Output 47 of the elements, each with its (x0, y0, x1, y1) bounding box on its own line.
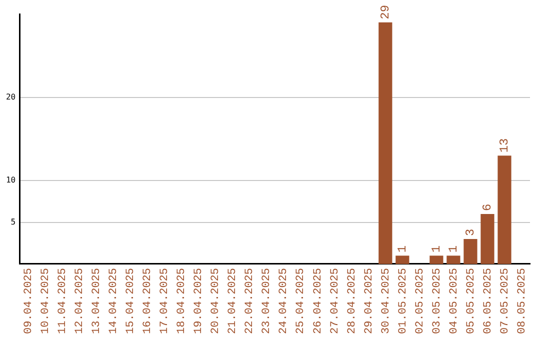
x-tick-label: 05.05.2025 (465, 268, 478, 334)
x-tick-label: 18.04.2025 (176, 268, 188, 334)
y-tick-label: 10 (6, 176, 16, 185)
data-label: 13 (498, 138, 512, 153)
bar (378, 22, 392, 264)
x-tick-label: 28.04.2025 (346, 268, 358, 334)
data-label: 3 (464, 228, 478, 236)
x-tick-label: 01.05.2025 (397, 268, 410, 334)
x-tick-label: 16.04.2025 (142, 268, 154, 334)
bar (464, 238, 478, 264)
x-tick-label: 11.04.2025 (57, 268, 70, 334)
x-tick-label: 04.05.2025 (448, 268, 460, 334)
x-tick-label: 25.04.2025 (295, 268, 308, 334)
y-tick-label: 20 (6, 92, 16, 102)
x-tick-label: 03.05.2025 (431, 268, 444, 334)
data-label: 1 (430, 245, 444, 253)
x-tick-label: 10.04.2025 (40, 268, 52, 334)
x-tick-label: 29.04.2025 (363, 268, 376, 334)
x-tick-label: 09.04.2025 (23, 268, 36, 334)
data-label: 1 (396, 245, 410, 253)
x-tick-label: 02.05.2025 (414, 268, 426, 334)
x-tick-label: 08.05.2025 (516, 268, 528, 334)
x-tick-label: 20.04.2025 (210, 268, 222, 334)
x-tick-label: 15.04.2025 (125, 268, 138, 334)
x-tick-label: 27.04.2025 (329, 268, 342, 334)
x-tick-label: 17.04.2025 (159, 268, 172, 334)
data-label: 6 (480, 204, 495, 211)
x-tick-label: 22.04.2025 (244, 268, 256, 334)
x-tick-label: 13.04.2025 (91, 268, 104, 334)
bar (396, 256, 410, 264)
x-tick-label: 14.04.2025 (108, 268, 120, 334)
bar (480, 214, 494, 264)
x-tick-label: 24.04.2025 (278, 268, 290, 334)
bar (498, 156, 512, 264)
bar (430, 256, 444, 264)
x-tick-label: 26.04.2025 (312, 268, 324, 334)
x-tick-label: 23.04.2025 (261, 268, 274, 334)
x-tick-label: 19.04.2025 (193, 268, 206, 334)
data-label: 29 (378, 4, 393, 20)
x-tick-label: 07.05.2025 (499, 268, 512, 334)
x-tick-label: 30.04.2025 (380, 268, 392, 334)
bar (446, 256, 460, 264)
x-tick-label: 06.05.2025 (482, 268, 494, 334)
x-tick-label: 12.04.2025 (74, 268, 86, 334)
x-tick-label: 21.04.2025 (227, 268, 240, 334)
y-tick-label: 5 (10, 217, 16, 226)
data-label: 1 (446, 245, 461, 253)
